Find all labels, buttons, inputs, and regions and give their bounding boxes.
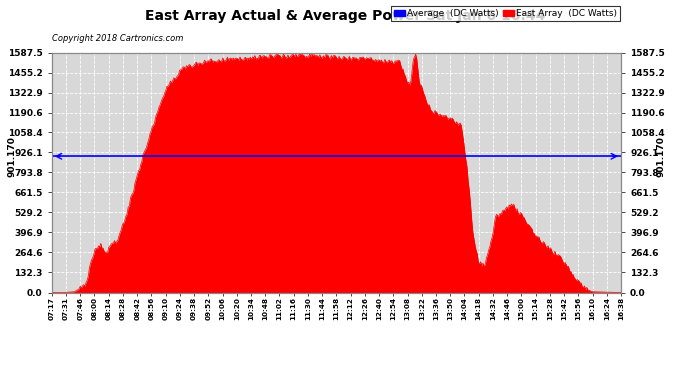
Text: 901.170: 901.170	[8, 136, 17, 177]
Text: East Array Actual & Average Power Sat Jan 6 16:44: East Array Actual & Average Power Sat Ja…	[145, 9, 545, 23]
Text: 901.170: 901.170	[656, 136, 665, 177]
Legend: Average  (DC Watts), East Array  (DC Watts): Average (DC Watts), East Array (DC Watts…	[391, 6, 620, 21]
Text: Copyright 2018 Cartronics.com: Copyright 2018 Cartronics.com	[52, 34, 183, 43]
